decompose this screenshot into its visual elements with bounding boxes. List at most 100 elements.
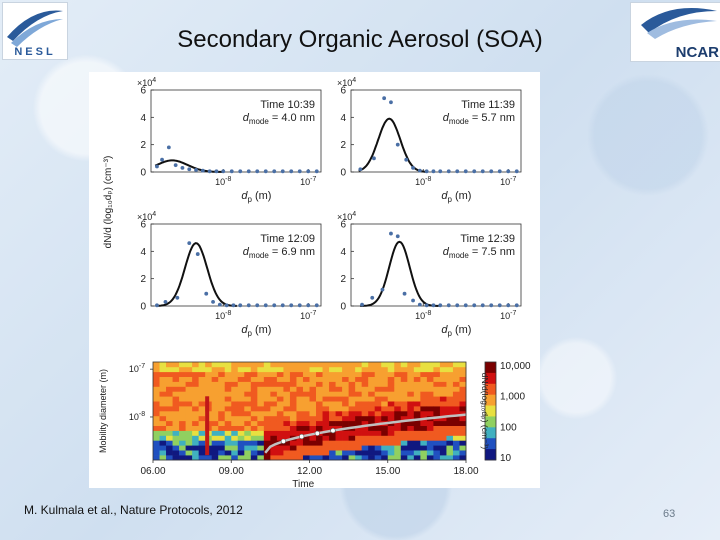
heatmap-cell — [420, 366, 428, 373]
heatmap-cell — [433, 435, 441, 441]
heatmap-cell — [407, 425, 415, 431]
heatmap-cell — [433, 371, 441, 377]
heatmap-cell — [355, 362, 362, 368]
heatmap-cell — [218, 406, 226, 412]
heatmap-cell — [381, 406, 389, 412]
heatmap-cell — [166, 366, 173, 373]
heatmap-cell — [452, 396, 460, 402]
heatmap-cell — [250, 415, 258, 422]
heatmap-cell — [270, 435, 278, 441]
heatmap-cell — [407, 401, 415, 407]
heatmap-cell — [218, 411, 226, 417]
heatmap-cell — [433, 430, 441, 436]
heatmap-cell — [185, 381, 193, 387]
heatmap-cell — [446, 366, 454, 373]
heatmap-cell — [257, 455, 265, 461]
heatmap-cell — [153, 381, 160, 387]
x-axis-label: dp (m) — [441, 324, 471, 338]
heatmap-cell — [433, 406, 441, 412]
data-point — [438, 169, 443, 174]
heatmap-cell — [172, 455, 180, 461]
panel-mode-label: dmode = 6.9 nm — [243, 246, 315, 260]
y-tick-label: 6 — [140, 220, 146, 231]
heatmap-cell — [309, 435, 317, 441]
heatmap-cell — [439, 406, 447, 412]
heatmap-cell — [276, 455, 284, 461]
heatmap-cell — [205, 455, 212, 461]
heatmap-cell — [172, 425, 180, 431]
heatmap-cell — [400, 440, 408, 446]
heatmap-cell — [296, 440, 304, 446]
heatmap-cell — [263, 371, 271, 377]
heatmap-cell — [192, 391, 199, 397]
heatmap-cell — [459, 371, 467, 377]
data-point — [306, 169, 311, 174]
heatmap-cell — [231, 391, 239, 397]
data-point — [489, 169, 494, 174]
data-point — [224, 303, 229, 308]
heatmap-cell — [211, 401, 219, 407]
heatmap-cell — [211, 420, 219, 426]
heatmap-cell — [257, 406, 265, 412]
y-tick-label: 6 — [340, 220, 346, 231]
heatmap-cell — [263, 450, 271, 456]
heatmap-cell — [387, 430, 395, 436]
heatmap-cell — [302, 371, 310, 377]
heatmap-cell — [211, 450, 219, 456]
heatmap-cell — [244, 386, 252, 392]
heatmap-cell — [355, 430, 362, 436]
heatmap-cell — [374, 371, 382, 377]
heatmap-cell — [179, 396, 186, 402]
heatmap-cell — [433, 391, 441, 397]
colorbar-segment — [485, 394, 496, 406]
x-tick-label: 10-7 — [300, 310, 316, 321]
heatmap-cell — [185, 386, 193, 392]
heatmap-cell — [283, 455, 291, 461]
data-point — [497, 169, 502, 174]
data-point — [280, 303, 285, 308]
heatmap-cell — [237, 420, 245, 426]
heatmap-cell — [387, 366, 395, 373]
heatmap-cell — [459, 430, 467, 436]
heatmap-cell — [270, 425, 278, 431]
data-point — [389, 231, 393, 236]
heatmap-cell — [329, 420, 336, 426]
heatmap-cell — [400, 391, 408, 397]
heatmap-cell — [231, 386, 239, 392]
heatmap-cell — [342, 420, 349, 426]
heatmap-cell — [224, 391, 232, 397]
heatmap-cell — [263, 366, 271, 373]
heatmap-cell — [159, 425, 167, 431]
heatmap-cell — [192, 411, 199, 417]
heatmap-cell — [394, 440, 402, 446]
data-point — [489, 303, 494, 308]
heatmap-cell — [270, 430, 278, 436]
heatmap-cell — [302, 435, 310, 441]
heatmap-cell — [289, 366, 297, 373]
heatmap-cell — [250, 376, 258, 382]
heatmap-cell — [179, 362, 186, 368]
heatmap-cell — [192, 430, 199, 436]
heatmap-cell — [361, 406, 369, 412]
heatmap-cell — [153, 366, 160, 373]
heatmap-cell — [355, 371, 362, 377]
heatmap-cell — [250, 440, 258, 446]
heatmap-cell — [296, 401, 304, 407]
heatmap-cell — [433, 386, 441, 392]
data-point — [173, 163, 178, 168]
heatmap-cell — [172, 391, 180, 397]
heatmap-cell — [368, 386, 376, 392]
heatmap-cell — [211, 371, 219, 377]
heatmap-cell — [426, 430, 434, 436]
heatmap-cell — [439, 455, 447, 461]
heatmap-cell — [355, 391, 362, 397]
heatmap-cell — [355, 425, 362, 431]
heatmap-cell — [231, 376, 239, 382]
heatmap-cell — [394, 362, 402, 368]
heatmap-cell — [439, 415, 447, 422]
heatmap-cell — [270, 371, 278, 377]
heatmap-cell — [420, 420, 428, 426]
heatmap-cell — [439, 411, 447, 417]
heatmap-cell — [296, 420, 304, 426]
heatmap-cell — [211, 415, 219, 422]
